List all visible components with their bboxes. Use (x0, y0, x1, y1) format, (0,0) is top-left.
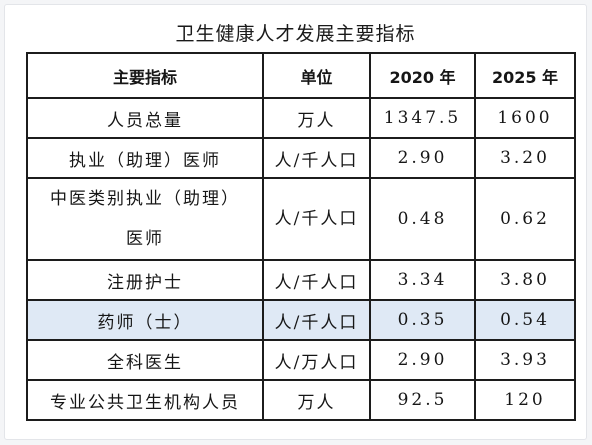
indicator-cell: 药师（士） (26, 299, 264, 341)
value-2020-cell: 2.90 (369, 137, 476, 179)
value-2025-cell: 3.93 (474, 339, 576, 381)
header-2020: 2020 年 (369, 52, 476, 99)
value-2025-cell: 3.20 (474, 137, 576, 179)
header-2025: 2025 年 (474, 52, 576, 99)
unit-cell: 人/千人口 (262, 259, 371, 301)
document-card: 卫生健康人才发展主要指标 主要指标 单位 2020 年 2025 年 人员总量 … (4, 4, 587, 440)
unit-cell: 人/千人口 (262, 177, 371, 261)
indicator-cell: 专业公共卫生机构人员 (26, 379, 264, 421)
header-unit: 单位 (262, 52, 371, 99)
table-row: 专业公共卫生机构人员 万人 92.5 120 (26, 379, 576, 421)
indicator-cell: 全科医生 (26, 339, 264, 381)
table-title: 卫生健康人才发展主要指标 (175, 23, 416, 45)
value-2025-cell: 1600 (474, 97, 576, 139)
header-row: 主要指标 单位 2020 年 2025 年 (26, 52, 576, 99)
table-row: 全科医生 人/万人口 2.90 3.93 (26, 339, 576, 381)
table-row: 人员总量 万人 1347.5 1600 (26, 97, 576, 139)
value-2025-cell: 120 (474, 379, 576, 421)
header-indicator: 主要指标 (26, 52, 264, 99)
value-2020-cell: 0.48 (369, 177, 476, 261)
table-row-highlighted: 药师（士） 人/千人口 0.35 0.54 (26, 299, 576, 341)
unit-cell: 人/万人口 (262, 339, 371, 381)
value-2020-cell: 3.34 (369, 259, 476, 301)
table-row: 执业（助理）医师 人/千人口 2.90 3.20 (26, 137, 576, 179)
indicator-cell: 中医类别执业（助理）医师 (26, 177, 264, 261)
indicators-table: 主要指标 单位 2020 年 2025 年 人员总量 万人 1347.5 160… (26, 52, 576, 421)
indicator-cell: 注册护士 (26, 259, 264, 301)
value-2020-cell: 92.5 (369, 379, 476, 421)
value-2025-cell: 0.62 (474, 177, 576, 261)
unit-cell: 人/千人口 (262, 299, 371, 341)
indicator-cell: 人员总量 (26, 97, 264, 139)
unit-cell: 人/千人口 (262, 137, 371, 179)
value-2020-cell: 0.35 (369, 299, 476, 341)
unit-cell: 万人 (262, 379, 371, 421)
indicator-cell: 执业（助理）医师 (26, 137, 264, 179)
table-row: 中医类别执业（助理）医师 人/千人口 0.48 0.62 (26, 177, 576, 261)
value-2025-cell: 0.54 (474, 299, 576, 341)
value-2025-cell: 3.80 (474, 259, 576, 301)
table-row: 注册护士 人/千人口 3.34 3.80 (26, 259, 576, 301)
unit-cell: 万人 (262, 97, 371, 139)
value-2020-cell: 2.90 (369, 339, 476, 381)
value-2020-cell: 1347.5 (369, 97, 476, 139)
